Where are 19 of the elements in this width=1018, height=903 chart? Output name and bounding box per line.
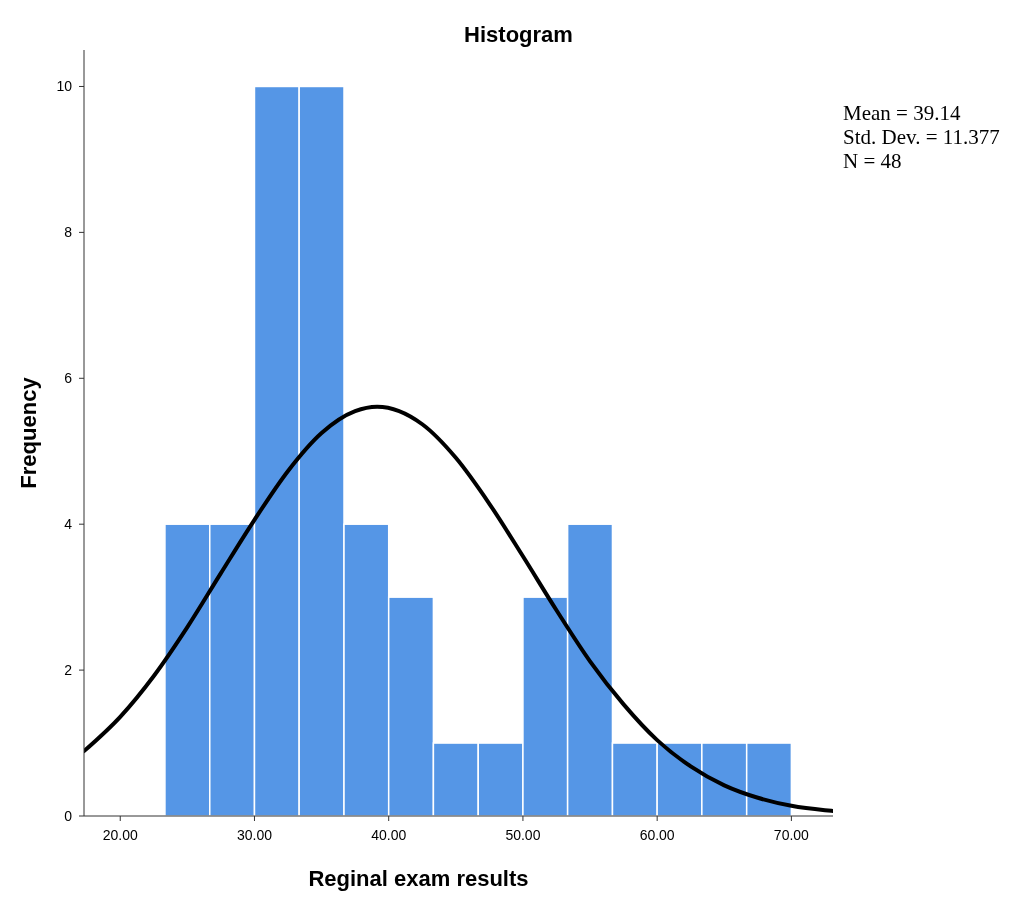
y-tick-label: 10: [56, 78, 73, 95]
y-tick-label: 8: [64, 224, 73, 241]
line-series: [84, 404, 833, 813]
text: N = 48: [843, 149, 902, 173]
text: Mean = 39.14: [843, 101, 961, 125]
chart-title: Histogram: [464, 22, 573, 47]
x-tick-label: 60.00: [639, 827, 675, 843]
y-tick-label: 6: [64, 370, 73, 387]
x-tick-label: 70.00: [773, 827, 810, 843]
y-tick-label: 4: [64, 516, 73, 533]
x-tick-label: 20.00: [102, 827, 138, 843]
x-tick-label: 40.00: [371, 827, 407, 843]
x-tick-label: 30.00: [236, 827, 273, 843]
x-axis-title: Reginal exam results: [308, 866, 529, 891]
text: Std. Dev. = 11.377: [843, 125, 1000, 149]
x-tick-label: 50.00: [505, 827, 541, 843]
y-tick-label: 2: [64, 662, 73, 678]
y-tick-label: 0: [64, 807, 73, 824]
y-axis-title: Frequency: [16, 376, 41, 489]
